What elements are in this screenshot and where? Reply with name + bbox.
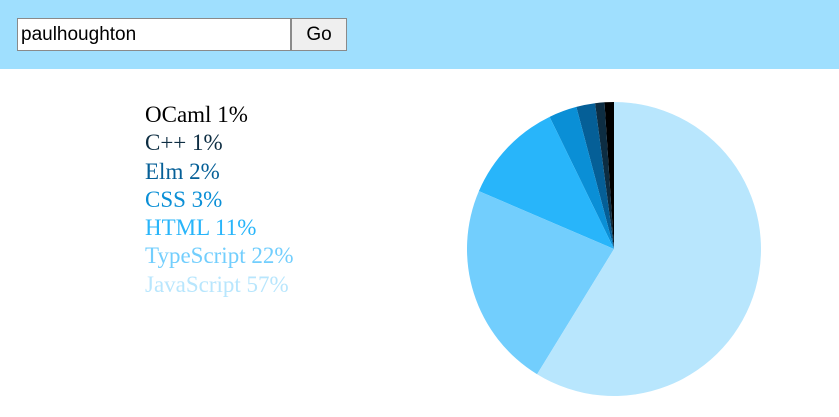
pie-slice-elm — [576, 103, 614, 249]
pie-slice-typescript — [466, 191, 614, 375]
language-pie-chart — [466, 102, 761, 396]
legend-item-typescript: TypeScript 22% — [145, 243, 294, 269]
pie-slice-cpp — [595, 102, 614, 249]
go-button[interactable]: Go — [291, 18, 347, 51]
username-search-input[interactable] — [17, 18, 291, 51]
header-bar: Go — [0, 0, 839, 69]
legend-item-html: HTML 11% — [145, 215, 257, 241]
pie-slice-javascript — [537, 102, 761, 396]
language-legend: OCaml 1% C++ 1% Elm 2% CSS 3% HTML 11% T… — [145, 101, 294, 299]
legend-item-css: CSS 3% — [145, 186, 223, 212]
pie-slice-html — [478, 116, 614, 249]
pie-slice-ocaml — [604, 102, 614, 249]
pie-slice-css — [549, 106, 614, 249]
legend-item-elm: Elm 2% — [145, 158, 220, 184]
legend-item-ocaml: OCaml 1% — [145, 102, 248, 127]
legend-item-javascript: JavaScript 57% — [145, 271, 289, 297]
legend-item-cpp: C++ 1% — [145, 130, 223, 156]
